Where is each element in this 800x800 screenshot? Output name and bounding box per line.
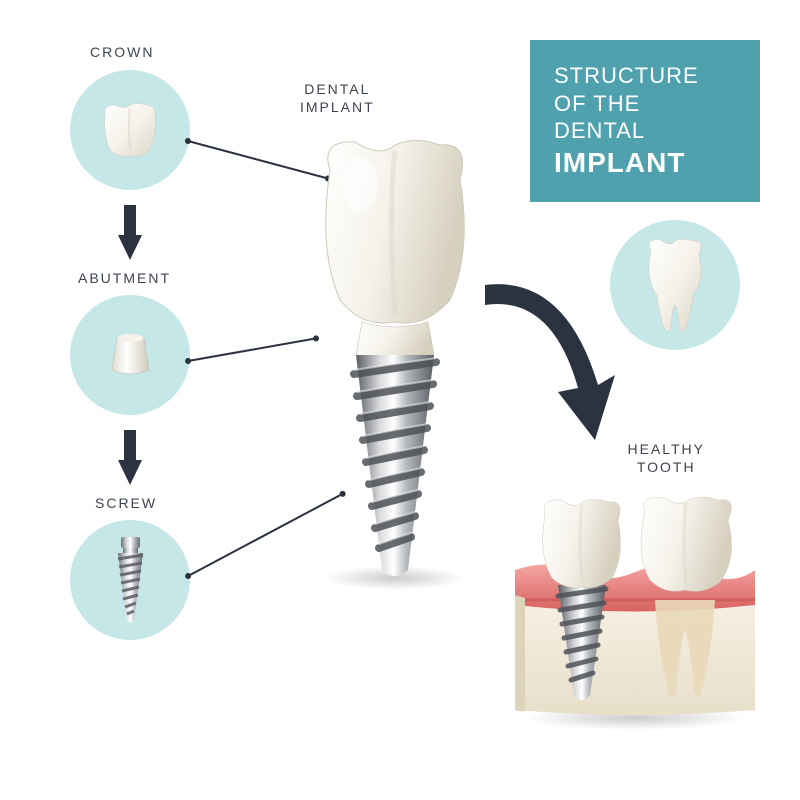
crown-label: CROWN	[90, 44, 154, 60]
title-box: STRUCTURE OF THE DENTAL IMPLANT	[530, 40, 760, 202]
title-line-1: STRUCTURE	[554, 62, 736, 90]
tooth-icon	[639, 235, 711, 335]
healthy-tooth-label-l1: HEALTHY	[627, 440, 705, 458]
screw-circle	[70, 520, 190, 640]
crown-icon	[95, 100, 165, 160]
curved-arrow-icon	[480, 270, 620, 450]
gum-section-illustration	[510, 490, 760, 730]
down-arrow-icon	[118, 430, 142, 485]
dental-implant-label-l1: DENTAL	[300, 80, 375, 98]
screw-icon	[108, 535, 153, 625]
title-line-3: IMPLANT	[554, 145, 736, 180]
screw-label: SCREW	[95, 495, 157, 511]
main-implant-illustration	[300, 130, 490, 590]
connector-line	[188, 337, 316, 361]
dental-implant-label: DENTAL IMPLANT	[300, 80, 375, 116]
title-line-2: OF THE DENTAL	[554, 90, 736, 145]
abutment-icon	[103, 328, 158, 383]
dental-implant-label-l2: IMPLANT	[300, 98, 375, 116]
abutment-label: ABUTMENT	[78, 270, 171, 286]
abutment-circle	[70, 295, 190, 415]
healthy-tooth-label-l2: TOOTH	[627, 458, 705, 476]
healthy-tooth-circle	[610, 220, 740, 350]
down-arrow-icon	[118, 205, 142, 260]
crown-circle	[70, 70, 190, 190]
healthy-tooth-label: HEALTHY TOOTH	[627, 440, 705, 476]
